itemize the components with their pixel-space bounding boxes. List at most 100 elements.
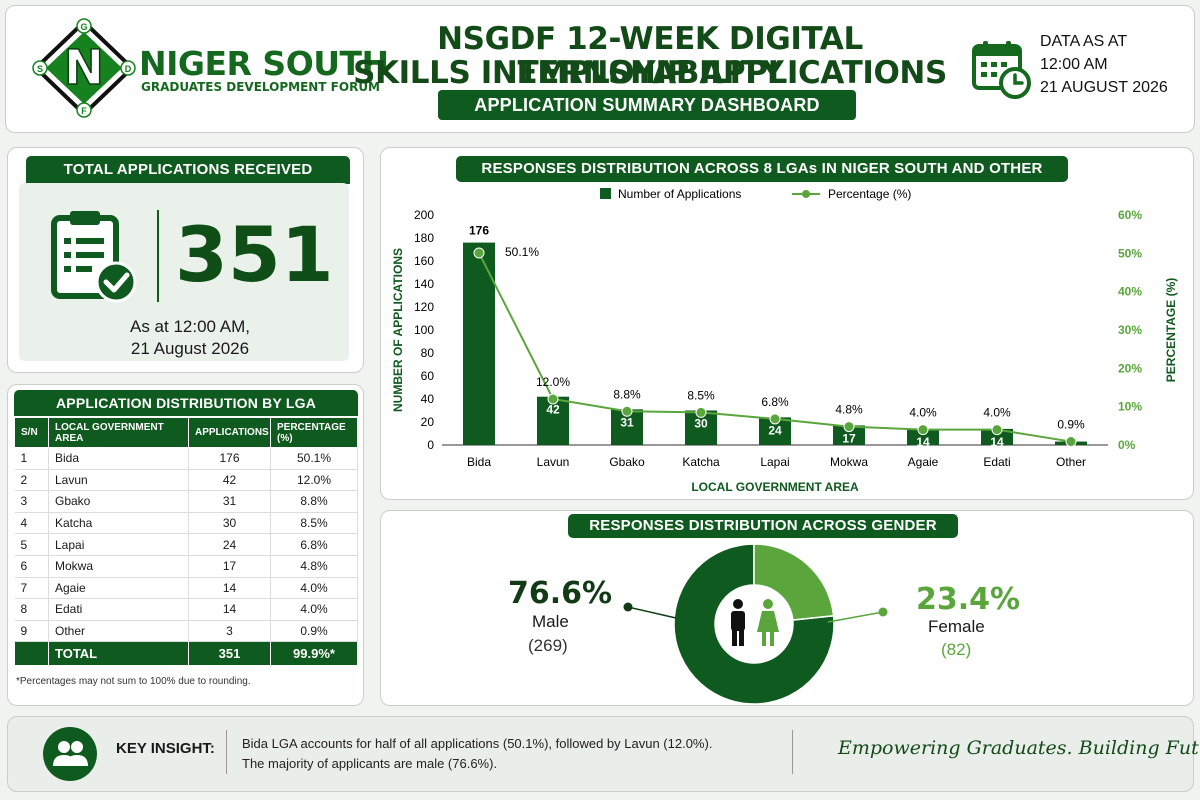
key-insight-text: Bida LGA accounts for half of all applic… <box>242 736 713 771</box>
percentage-point <box>917 424 929 436</box>
logo-emblem: N G D F S <box>32 18 136 118</box>
bar-value-label: 17 <box>842 431 856 445</box>
percentage-label: 12.0% <box>536 375 570 389</box>
cell-percentage: 8.8% <box>270 490 358 513</box>
percentage-point <box>547 393 559 405</box>
percentage-label: 8.5% <box>687 388 715 402</box>
bar-value-label: 42 <box>546 403 560 417</box>
legend-label-line: Percentage (%) <box>828 187 911 201</box>
cell-applications: 24 <box>188 533 271 556</box>
x-tick-label: Bida <box>467 455 491 469</box>
female-label: Female <box>928 617 985 636</box>
y2-tick-label: 0% <box>1118 438 1136 452</box>
y2-tick-label: 50% <box>1118 246 1142 260</box>
clipboard-check-icon <box>51 211 137 303</box>
y2-tick-label: 60% <box>1118 208 1142 222</box>
male-female-icon <box>731 599 779 646</box>
male-connector-dot <box>623 602 633 612</box>
svg-text:G: G <box>80 22 87 32</box>
male-percentage: 76.6% <box>508 576 613 611</box>
cell-sn: 2 <box>14 469 49 492</box>
cell-applications: 42 <box>188 469 271 492</box>
x-tick-label: Gbako <box>609 455 645 469</box>
data-as-at: DATA AS AT 12:00 AM 21 AUGUST 2026 <box>1040 33 1168 96</box>
table-row: 5 Lapai 24 6.8% <box>14 533 358 556</box>
cell-lga: Edati <box>48 598 189 621</box>
cell-percentage: 4.0% <box>270 577 358 600</box>
y-tick-label: 180 <box>414 231 434 245</box>
lga-bar-line-chart: Number of Applications Percentage (%) 0 20 4… <box>391 187 1178 494</box>
cell-total-value: 351 <box>188 641 271 667</box>
cell-total-label: TOTAL <box>48 641 189 667</box>
x-tick-label: Mokwa <box>830 455 868 469</box>
main-title-line1: NSGDF 12-WEEK DIGITAL EMPLOYABILITY <box>437 21 863 91</box>
bar-value-label: 14 <box>990 435 1004 449</box>
male-count: (269) <box>528 636 568 655</box>
y2-axis-title: PERCENTAGE (%) <box>1164 278 1178 382</box>
legend-swatch-marker <box>802 190 810 198</box>
donut-slice-female <box>753 543 835 621</box>
legend-swatch-bars <box>600 188 611 199</box>
bar-bida <box>463 242 495 445</box>
y-tick-label: 40 <box>421 392 435 406</box>
percentage-point <box>1065 436 1077 448</box>
cell-lga: Katcha <box>48 512 189 535</box>
donut-slice-male <box>673 543 835 705</box>
male-label: Male <box>532 612 569 631</box>
cell-lga: Mokwa <box>48 555 189 578</box>
percentage-point <box>621 405 633 417</box>
female-percentage: 23.4% <box>916 582 1021 617</box>
total-panel-title: TOTAL APPLICATIONS RECEIVED <box>26 156 350 184</box>
cell-lga: Other <box>48 620 189 643</box>
logo-name: NIGER SOUTH <box>139 44 389 83</box>
percentage-point <box>695 406 707 418</box>
total-divider <box>157 210 159 302</box>
lga-table: S/N LOCAL GOVERNMENT AREA APPLICATIONS P… <box>14 417 358 667</box>
cell-applications: 31 <box>188 490 271 513</box>
y2-tick-label: 10% <box>1118 400 1142 414</box>
calendar-clock-icon <box>972 41 1031 99</box>
bar-agaie <box>907 428 939 445</box>
bar-value-label: 24 <box>768 423 782 437</box>
tagline: Empowering Graduates. Building Futures. <box>838 737 1200 759</box>
y-tick-label: 200 <box>414 208 434 222</box>
cell-applications: 17 <box>188 555 271 578</box>
people-icon <box>43 727 97 781</box>
female-count: (82) <box>941 640 972 659</box>
cell-sn: 5 <box>14 533 49 556</box>
percentage-label: 6.8% <box>761 395 789 409</box>
table-footnote: *Percentages may not sum to 100% due to … <box>16 676 251 687</box>
percentage-label: 50.1% <box>505 245 539 259</box>
cell-lga: Lapai <box>48 533 189 556</box>
table-row: 7 Agaie 14 4.0% <box>14 577 358 600</box>
table-row: 6 Mokwa 17 4.8% <box>14 555 358 578</box>
cell-percentage: 4.0% <box>270 598 358 621</box>
x-tick-label: Katcha <box>682 455 720 469</box>
logo-center-letter: N <box>64 40 104 96</box>
cell-percentage: 6.8% <box>270 533 358 556</box>
cell-sn: 9 <box>14 620 49 643</box>
logo-subtitle: GRADUATES DEVELOPMENT FORUM <box>141 80 380 94</box>
table-row: 9 Other 3 0.9% <box>14 620 358 643</box>
cell-applications: 176 <box>188 447 271 470</box>
gender-donut-chart <box>623 543 888 705</box>
key-insight-bar <box>7 716 1194 792</box>
table-header-percentage: PERCENTAGE (%) <box>270 417 358 448</box>
table-total-row: TOTAL 351 99.9%* <box>14 641 358 667</box>
percentage-label: 4.0% <box>909 406 937 420</box>
percentage-point <box>473 247 485 259</box>
lga-chart-title: RESPONSES DISTRIBUTION ACROSS 8 LGAs IN … <box>456 156 1068 182</box>
bar-value-label: 176 <box>469 224 489 238</box>
cell-percentage: 12.0% <box>270 469 358 492</box>
y-tick-label: 80 <box>421 346 435 360</box>
x-axis-title: LOCAL GOVERNMENT AREA <box>691 480 859 494</box>
key-insight-label: KEY INSIGHT: <box>116 740 215 757</box>
lga-table-title: APPLICATION DISTRIBUTION BY LGA <box>14 390 358 416</box>
table-row: 3 Gbako 31 8.8% <box>14 490 358 513</box>
cell-percentage: 4.8% <box>270 555 358 578</box>
cell-sn: 1 <box>14 447 49 470</box>
cell-sn: 6 <box>14 555 49 578</box>
cell-sn: 8 <box>14 598 49 621</box>
cell-percentage: 0.9% <box>270 620 358 643</box>
x-tick-label: Lapai <box>760 455 789 469</box>
